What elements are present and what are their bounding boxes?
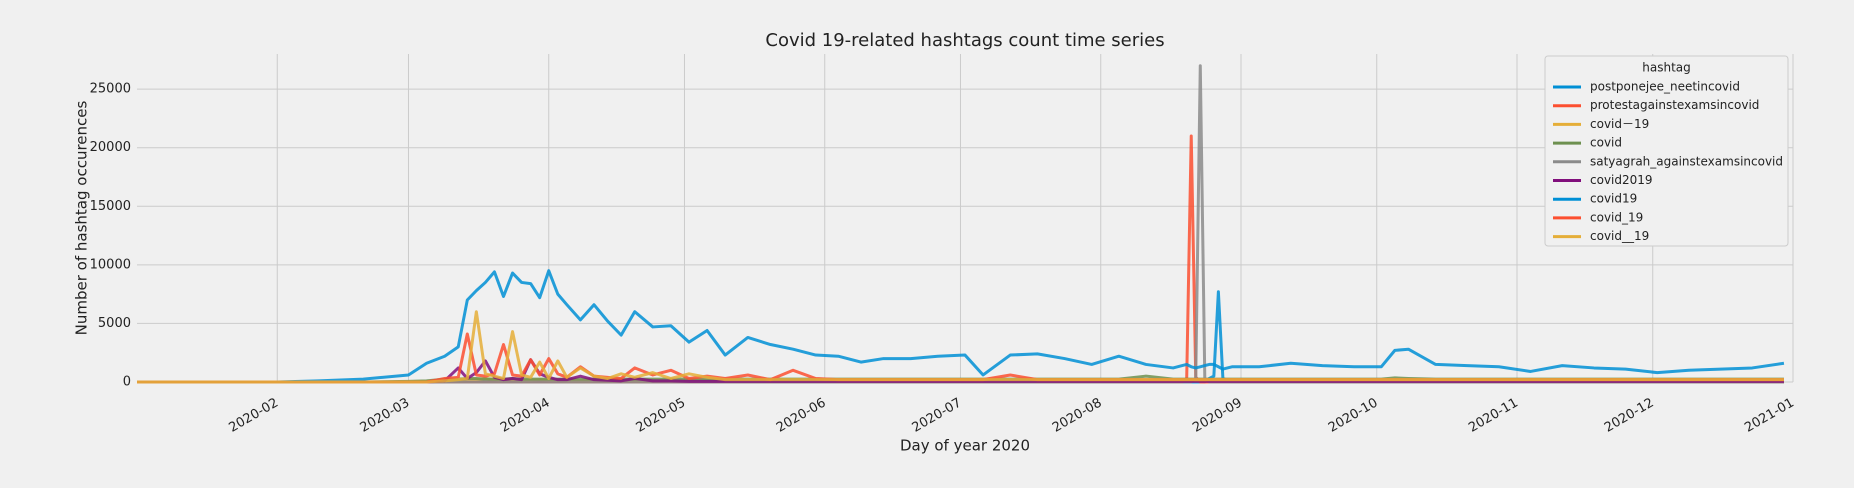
legend-label: covid－19	[1590, 117, 1649, 131]
legend-label: covid__19	[1590, 229, 1649, 243]
series-line	[137, 269, 1785, 384]
y-tick-label: 25000	[90, 82, 131, 97]
legend-box	[1544, 55, 1789, 247]
legend-label: covid2019	[1590, 173, 1653, 187]
legend-title: hashtag	[1642, 61, 1691, 75]
legend-label: protestagainstexamsincovid	[1590, 98, 1759, 112]
x-axis-label: Day of year 2020	[900, 437, 1030, 455]
legend-label: covid19	[1590, 192, 1637, 206]
y-tick-label: 10000	[90, 257, 131, 272]
y-axis-label: Number of hashtag occurences	[73, 100, 91, 335]
chart-title: Covid 19-related hashtags count time ser…	[765, 30, 1164, 51]
series-line	[137, 310, 1784, 384]
legend-label: satyagrah_againstexamsincovid	[1590, 154, 1783, 168]
y-tick-label: 15000	[90, 199, 131, 214]
legend-label: covid	[1590, 136, 1622, 150]
y-tick-label: 5000	[98, 316, 131, 331]
y-tick-label: 20000	[90, 140, 131, 155]
legend-label: postponejee_neetincovid	[1590, 80, 1740, 94]
y-tick-label: 0	[123, 375, 131, 390]
legend-label: covid_19	[1590, 210, 1643, 224]
